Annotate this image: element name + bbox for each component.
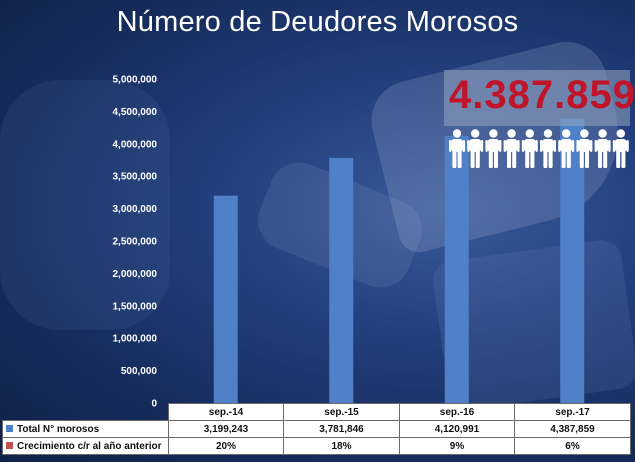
bar-sep.-15 <box>329 157 354 403</box>
callout-box <box>444 70 630 126</box>
person-icon <box>594 129 611 168</box>
series-label-total: Total N° morosos <box>2 420 169 438</box>
y-tick-label: 0 <box>151 399 157 410</box>
legend-key-blue <box>6 424 13 432</box>
table-cell: 4,120,991 <box>399 420 515 438</box>
table-cell: 4,387,859 <box>514 420 631 438</box>
table-cell: 6% <box>514 437 631 455</box>
person-icon <box>540 129 556 168</box>
series-label-growth: Crecimiento c/r al año anterior <box>2 437 169 455</box>
person-icon <box>558 129 575 168</box>
y-tick-label: 3,000,000 <box>113 204 158 215</box>
table-header-cell: sep.-15 <box>283 403 400 421</box>
person-icon <box>467 129 484 168</box>
table-cell: 18% <box>283 437 400 455</box>
y-tick-label: 500,000 <box>121 366 158 377</box>
table-cell: 3,781,846 <box>283 420 400 438</box>
y-tick-label: 4,000,000 <box>113 139 158 150</box>
person-icon <box>576 129 593 168</box>
y-tick-label: 5,000,000 <box>113 75 158 86</box>
table-row: Crecimiento c/r al año anterior 20% 18% … <box>2 437 631 455</box>
table-cell: 3,199,243 <box>168 420 284 438</box>
y-tick-label: 3,500,000 <box>113 172 158 183</box>
person-icon <box>612 129 629 168</box>
person-icon <box>449 129 465 168</box>
data-table: sep.-14 sep.-15 sep.-16 sep.-17 Total N°… <box>2 403 631 455</box>
series-name: Total N° morosos <box>17 423 100 435</box>
y-tick-label: 1,500,000 <box>113 301 158 312</box>
person-icon <box>485 129 502 168</box>
callout-total: 4.387.859 <box>449 73 635 117</box>
table-cell: 9% <box>399 437 515 455</box>
person-icon <box>503 129 520 168</box>
y-tick-label: 2,000,000 <box>113 269 158 280</box>
table-corner <box>3 404 169 421</box>
y-tick-label: 2,500,000 <box>113 237 158 248</box>
bar-sep.-16 <box>444 135 469 403</box>
table-header-cell: sep.-14 <box>168 403 284 421</box>
legend-key-red <box>6 441 13 449</box>
person-icon <box>521 129 538 168</box>
table-header-cell: sep.-16 <box>399 403 515 421</box>
bar-sep.-14 <box>213 195 238 403</box>
table-row: Total N° morosos 3,199,243 3,781,846 4,1… <box>2 420 631 438</box>
table-header-cell: sep.-17 <box>514 403 631 421</box>
y-tick-label: 1,000,000 <box>113 334 158 345</box>
table-header-row: sep.-14 sep.-15 sep.-16 sep.-17 <box>3 403 631 421</box>
series-name: Crecimiento c/r al año anterior <box>17 440 162 452</box>
people-icons <box>449 129 629 168</box>
y-tick-label: 4,500,000 <box>113 107 158 118</box>
table-cell: 20% <box>168 437 284 455</box>
chart-title: Número de Deudores Morosos <box>116 6 519 38</box>
